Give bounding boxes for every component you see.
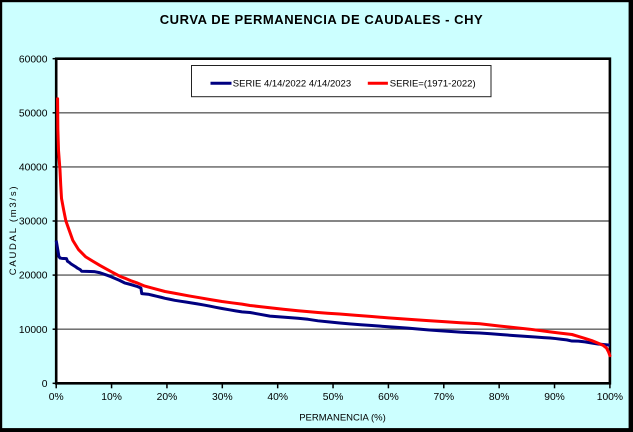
svg-text:50%: 50% <box>323 392 344 403</box>
svg-text:100%: 100% <box>597 392 623 403</box>
svg-text:CURVA DE PERMANENCIA DE CAUDAL: CURVA DE PERMANENCIA DE CAUDALES - CHY <box>160 12 484 27</box>
svg-text:20000: 20000 <box>19 271 48 282</box>
svg-text:80%: 80% <box>489 392 510 403</box>
svg-text:10000: 10000 <box>19 325 48 336</box>
svg-text:0%: 0% <box>49 392 64 403</box>
svg-text:30%: 30% <box>212 392 233 403</box>
svg-text:SERIE 4/14/2022 4/14/2023: SERIE 4/14/2022 4/14/2023 <box>233 79 351 90</box>
svg-text:10%: 10% <box>101 392 122 403</box>
svg-text:SERIE=(1971-2022): SERIE=(1971-2022) <box>390 79 476 90</box>
svg-text:40000: 40000 <box>19 163 48 174</box>
svg-text:40%: 40% <box>267 392 288 403</box>
svg-text:50000: 50000 <box>19 108 48 119</box>
svg-text:0: 0 <box>42 379 48 390</box>
svg-text:PERMANENCIA (%): PERMANENCIA (%) <box>299 413 386 424</box>
svg-text:60000: 60000 <box>19 54 48 65</box>
svg-text:CAUDAL (m3/s): CAUDAL (m3/s) <box>8 185 19 276</box>
svg-text:70%: 70% <box>433 392 454 403</box>
svg-text:60%: 60% <box>378 392 399 403</box>
svg-text:20%: 20% <box>157 392 178 403</box>
svg-text:30000: 30000 <box>19 217 48 228</box>
svg-text:90%: 90% <box>544 392 565 403</box>
